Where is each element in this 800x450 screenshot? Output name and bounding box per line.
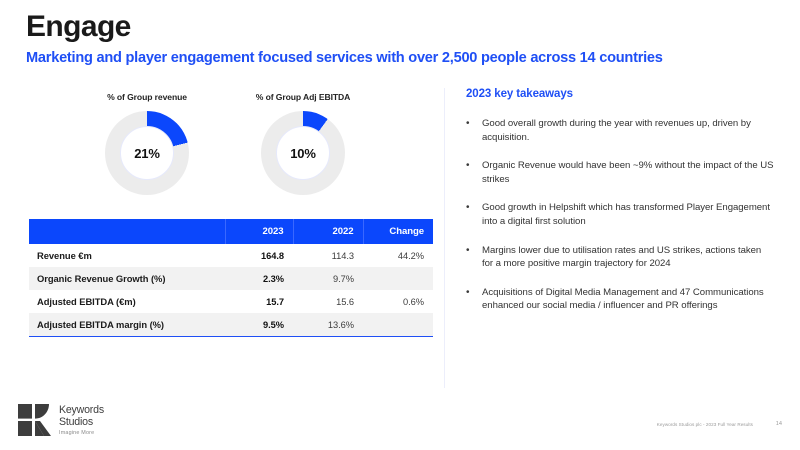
donut-graphic: 21%: [105, 111, 189, 195]
bullet-dot-icon: •: [466, 286, 470, 298]
row-label: Organic Revenue Growth (%): [29, 267, 225, 290]
column-header-change: Change: [362, 219, 433, 244]
bullet-text: Good growth in Helpshift which has trans…: [482, 202, 770, 228]
logo-wordmark: Keywords Studios Imagine More: [59, 404, 104, 436]
column-header-2023: 2023: [224, 219, 293, 244]
cell-2023: 164.8: [260, 250, 284, 261]
cell-2022: 13.6%: [293, 313, 363, 337]
cell-change: 44.2%: [397, 250, 424, 261]
logo-line-2: Studios: [59, 415, 93, 428]
table-row: Organic Revenue Growth (%) 2.3% 9.7%: [29, 267, 433, 290]
donut-value: 10%: [290, 145, 316, 161]
cell-2022: 114.3: [331, 250, 354, 261]
bullet-item: • Good growth in Helpshift which has tran…: [466, 201, 774, 228]
bullet-text: Acquisitions of Digital Media Management…: [482, 286, 764, 312]
cell-2023: 9.5%: [225, 313, 293, 337]
column-header-metric: [29, 219, 225, 244]
cell-2022: 9.7%: [293, 267, 363, 290]
financials-table: 2023 2022 Change Revenue €m 164.8 114.3 44.…: [29, 219, 433, 337]
bullet-dot-icon: •: [466, 244, 470, 256]
footer-page-number: 14: [775, 421, 782, 427]
panel-title: 2023 key takeaways: [466, 88, 573, 100]
bullet-item: • Margins lower due to utilisation rates …: [466, 244, 774, 271]
cell-change: [363, 267, 433, 290]
bullet-text: Organic Revenue would have been ~9% with…: [482, 160, 774, 185]
footer-note: Keywords Studios plc - 2023 Full Year Re…: [656, 422, 753, 427]
vertical-divider: [444, 88, 445, 388]
table-row: Adjusted EBITDA (€m) 15.7 15.6 0.6%: [29, 290, 433, 313]
cell-2023: 15.7: [266, 296, 284, 307]
donut-value: 21%: [134, 145, 160, 161]
bullet-item: • Acquisitions of Digital Media Managemen…: [466, 286, 774, 313]
bullet-item: • Organic Revenue would have been ~9% wit…: [466, 159, 774, 186]
donut-title: % of Group Adj EBITDA: [255, 92, 351, 102]
page-title: Engage: [26, 10, 131, 43]
donut-graphic: 10%: [261, 111, 345, 195]
logo-tagline: Imagine More: [59, 430, 95, 437]
bullet-text: Margins lower due to utilisation rates a…: [482, 244, 762, 270]
table-header-row: 2023 2022 Change: [29, 219, 433, 244]
table-row: Adjusted EBITDA margin (%) 9.5% 13.6%: [29, 313, 433, 337]
donut-title: % of Group revenue: [107, 92, 187, 102]
bullet-list: • Good overall growth during the year wit…: [466, 117, 774, 313]
row-label: Adjusted EBITDA margin (%): [29, 313, 225, 337]
bullet-item: • Good overall growth during the year wit…: [466, 117, 774, 144]
page-subtitle: Marketing and player engagement focused …: [26, 50, 663, 66]
donut-chart-group-adj-ebitda: % of Group Adj EBITDA 10%: [245, 92, 361, 195]
cell-change: 0.6%: [403, 296, 424, 307]
bullet-dot-icon: •: [466, 160, 470, 172]
keywords-studios-logo: Keywords Studios Imagine More: [18, 404, 104, 436]
bullet-text: Good overall growth during the year with…: [482, 118, 751, 143]
donut-hole: 21%: [120, 126, 174, 180]
key-takeaways-panel: 2023 key takeaways • Good overall growth …: [466, 88, 774, 328]
cell-2022: 15.6: [336, 296, 354, 307]
logo-line-1: Keywords: [59, 404, 104, 416]
bullet-dot-icon: •: [466, 202, 470, 214]
cell-2023: 2.3%: [225, 267, 293, 290]
row-label: Adjusted EBITDA (€m): [37, 296, 136, 307]
row-label: Revenue €m: [37, 250, 92, 261]
logo-k-mark-icon: [18, 404, 52, 436]
cell-change: [363, 313, 433, 337]
column-header-2022: 2022: [292, 219, 363, 244]
donut-chart-group-revenue: % of Group revenue 21%: [89, 92, 205, 195]
donut-hole: 10%: [276, 126, 330, 180]
table-row: Revenue €m 164.8 114.3 44.2%: [29, 244, 433, 267]
bullet-dot-icon: •: [466, 118, 470, 129]
